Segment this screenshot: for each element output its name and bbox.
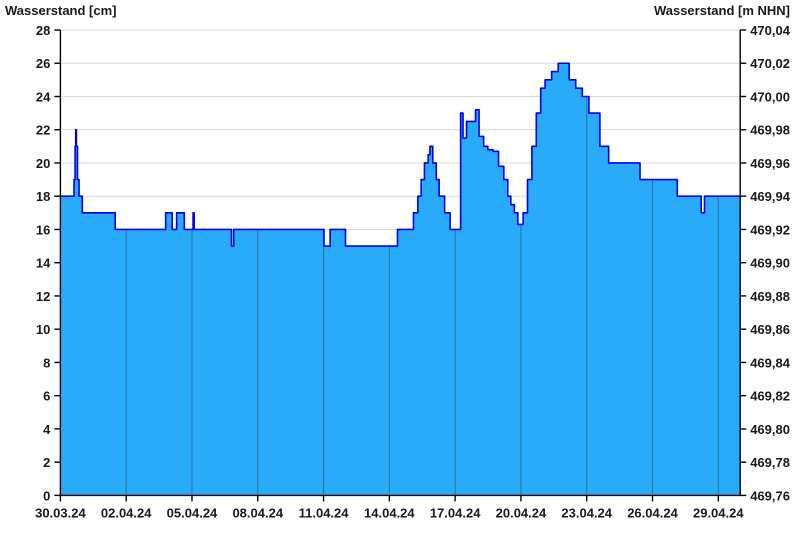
svg-text:469,98: 469,98: [750, 123, 790, 138]
svg-text:02.04.24: 02.04.24: [101, 505, 152, 520]
svg-text:469,92: 469,92: [750, 222, 790, 237]
svg-text:16: 16: [36, 222, 50, 237]
svg-text:20.04.24: 20.04.24: [496, 505, 547, 520]
svg-text:14.04.24: 14.04.24: [364, 505, 415, 520]
svg-text:20: 20: [36, 156, 50, 171]
svg-text:469,88: 469,88: [750, 289, 790, 304]
svg-text:30.03.24: 30.03.24: [35, 505, 86, 520]
svg-text:469,78: 469,78: [750, 455, 790, 470]
svg-text:10: 10: [36, 322, 50, 337]
svg-text:470,02: 470,02: [750, 56, 790, 71]
svg-text:23.04.24: 23.04.24: [561, 505, 612, 520]
svg-text:26: 26: [36, 56, 50, 71]
svg-text:470,04: 470,04: [750, 23, 791, 38]
svg-text:469,94: 469,94: [750, 189, 791, 204]
svg-text:469,84: 469,84: [750, 355, 791, 370]
svg-text:12: 12: [36, 289, 50, 304]
svg-text:469,76: 469,76: [750, 488, 790, 503]
svg-text:26.04.24: 26.04.24: [627, 505, 678, 520]
svg-text:14: 14: [36, 256, 51, 271]
svg-text:6: 6: [43, 389, 50, 404]
svg-text:469,86: 469,86: [750, 322, 790, 337]
svg-text:469,80: 469,80: [750, 422, 790, 437]
svg-text:18: 18: [36, 189, 50, 204]
svg-text:8: 8: [43, 355, 50, 370]
svg-text:05.04.24: 05.04.24: [167, 505, 218, 520]
svg-text:4: 4: [43, 422, 51, 437]
svg-text:469,82: 469,82: [750, 389, 790, 404]
svg-text:28: 28: [36, 23, 50, 38]
svg-text:0: 0: [43, 488, 50, 503]
svg-text:469,96: 469,96: [750, 156, 790, 171]
svg-text:470,00: 470,00: [750, 89, 790, 104]
svg-text:22: 22: [36, 123, 50, 138]
svg-text:08.04.24: 08.04.24: [232, 505, 283, 520]
svg-text:2: 2: [43, 455, 50, 470]
svg-text:17.04.24: 17.04.24: [430, 505, 481, 520]
svg-text:29.04.24: 29.04.24: [693, 505, 744, 520]
svg-text:469,90: 469,90: [750, 256, 790, 271]
svg-text:24: 24: [36, 89, 51, 104]
svg-text:11.04.24: 11.04.24: [299, 505, 350, 520]
